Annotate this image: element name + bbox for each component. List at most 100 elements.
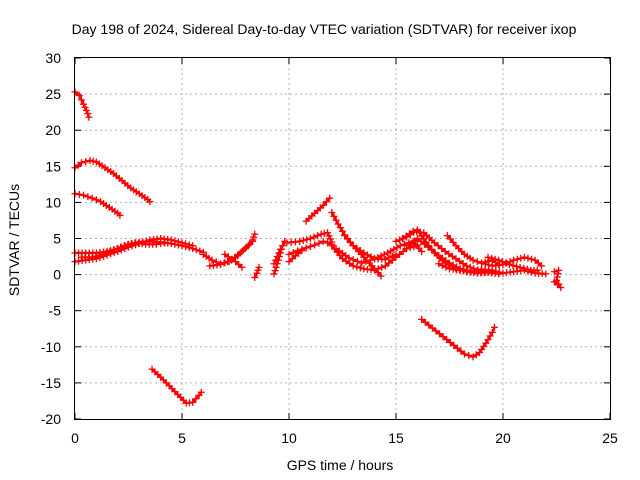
marker-arc-ac — [484, 336, 492, 344]
marker-arc-v — [431, 239, 439, 247]
marker-arc-v — [452, 255, 460, 263]
marker-arc-t — [371, 265, 379, 273]
marker-arc-r — [349, 262, 357, 270]
y-tick-label: 0 — [53, 267, 61, 283]
marker-arc-ab — [491, 255, 499, 263]
marker-arc-ac — [443, 336, 451, 344]
marker-arc-u — [349, 242, 357, 250]
marker-arc-e — [174, 238, 182, 246]
marker-arc-u — [381, 255, 389, 263]
marker-arc-t — [336, 224, 344, 232]
marker-arc-f — [161, 239, 169, 247]
marker-arc-x — [403, 233, 411, 241]
marker-arc-x — [425, 242, 433, 250]
marker-arc-t — [377, 272, 385, 280]
marker-arc-e — [167, 236, 175, 244]
marker-arc-t — [332, 216, 340, 224]
marker-arc-f — [102, 249, 110, 257]
marker-arc-n — [296, 237, 304, 245]
marker-arc-aa — [485, 261, 493, 269]
marker-arc-k — [251, 273, 259, 281]
marker-arc-ad — [189, 398, 197, 406]
marker-arc-o — [311, 241, 319, 249]
marker-arc-aa — [520, 253, 528, 261]
y-tick-label: -15 — [41, 375, 61, 391]
marker-arc-f — [110, 246, 118, 254]
marker-arc-r — [356, 264, 364, 272]
marker-arc-b — [86, 157, 94, 165]
marker-arc-n — [324, 229, 332, 237]
marker-arc-s — [418, 247, 426, 255]
y-axis-ticks: -20 -15 -10 -5 0 5 10 15 20 25 30 — [41, 50, 610, 427]
marker-arc-v — [434, 242, 442, 250]
marker-arc-ad — [192, 395, 200, 403]
y-tick-label: 15 — [45, 158, 61, 174]
marker-arc-ac — [486, 332, 494, 340]
marker-arc-u — [367, 253, 375, 261]
marker-arc-b — [82, 158, 90, 166]
marker-arc-x — [422, 238, 430, 246]
marker-arc-m — [273, 253, 281, 261]
x-tick-label: 10 — [281, 430, 297, 446]
marker-arc-s — [345, 254, 353, 262]
marker-arc-ac — [425, 321, 433, 329]
marker-arc-v — [445, 250, 453, 258]
marker-arc-v — [455, 257, 463, 265]
marker-arc-ab — [495, 256, 503, 264]
x-tick-label: 15 — [388, 430, 404, 446]
x-tick-label: 0 — [71, 430, 79, 446]
marker-arc-f — [127, 240, 135, 248]
marker-arc-v — [441, 247, 449, 255]
marker-arc-b — [146, 198, 154, 206]
marker-arc-k — [255, 263, 263, 271]
marker-arc-ac — [421, 318, 429, 326]
marker-arc-i — [221, 250, 229, 258]
marker-arc-l — [270, 270, 278, 278]
marker-arc-ae — [555, 280, 563, 288]
marker-arc-h — [234, 250, 242, 258]
marker-arc-f — [88, 253, 96, 261]
marker-arc-ab — [505, 260, 513, 268]
marker-arc-r — [346, 260, 354, 268]
marker-arc-z — [435, 260, 443, 268]
marker-arc-o — [324, 239, 332, 247]
y-tick-label: -5 — [49, 303, 62, 319]
marker-arc-z — [467, 268, 475, 276]
marker-arc-t — [374, 268, 382, 276]
marker-arc-f — [152, 240, 160, 248]
data-markers — [71, 88, 565, 407]
marker-arc-r — [378, 263, 386, 271]
marker-arc-v — [459, 260, 467, 268]
marker-arc-u — [353, 244, 361, 252]
marker-arc-ac — [488, 328, 496, 336]
marker-arc-f — [124, 241, 132, 249]
marker-arc-o — [306, 242, 314, 250]
marker-arc-ae — [550, 268, 558, 276]
marker-arc-a — [81, 103, 89, 111]
marker-arc-ab — [513, 262, 521, 270]
marker-arc-ab — [520, 264, 528, 272]
marker-arc-f — [117, 243, 125, 251]
marker-arc-u — [356, 247, 364, 255]
marker-arc-u — [360, 249, 368, 257]
marker-arc-f — [95, 251, 103, 259]
marker-arc-c — [116, 211, 124, 219]
x-tick-label: 20 — [495, 430, 511, 446]
marker-arc-z — [495, 268, 503, 276]
marker-arc-z — [474, 266, 482, 274]
x-axis-label: GPS time / hours — [287, 457, 394, 473]
marker-arc-b — [77, 159, 85, 167]
marker-arc-s — [353, 257, 361, 265]
y-axis-label: SDTVAR / TECUs — [6, 184, 22, 296]
marker-arc-ac — [428, 324, 436, 332]
marker-arc-f — [120, 242, 128, 250]
marker-arc-d — [196, 247, 204, 255]
marker-arc-s — [401, 240, 409, 248]
marker-arc-ac — [460, 350, 468, 358]
marker-arc-z — [542, 270, 550, 278]
marker-arc-o — [319, 237, 327, 245]
marker-arc-aa — [538, 262, 546, 270]
marker-arc-n — [317, 230, 325, 238]
marker-arc-h — [220, 259, 228, 267]
